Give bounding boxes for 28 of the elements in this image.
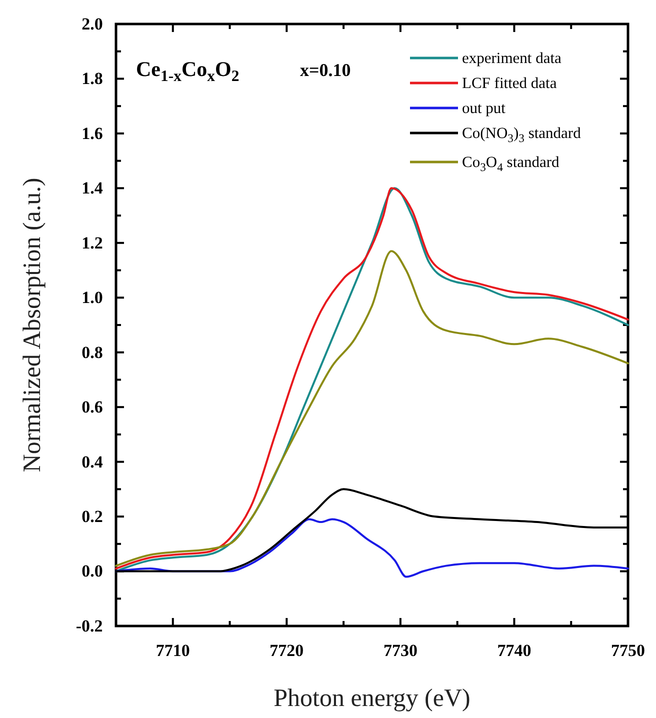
- y-tick-label: 0.0: [82, 562, 103, 581]
- x-axis-title: Photon energy (eV): [274, 685, 470, 712]
- y-tick-label: 1.4: [82, 178, 104, 198]
- y-tick-label: 2.0: [82, 14, 103, 34]
- x-tick-label: 7750: [611, 641, 645, 660]
- line-series: [115, 518, 629, 578]
- y-axis-title: Normalized Absorption (a.u.): [19, 178, 46, 472]
- y-tick-label: 1.0: [82, 288, 103, 308]
- y-tick-label: 0.4: [82, 452, 104, 472]
- legend-label: Co(NO$_{3}$)$_{3}$ standard: [462, 125, 582, 145]
- y-tick-label: 1.2: [82, 233, 103, 252]
- y-tick-label: 1.6: [82, 124, 103, 143]
- y-tick-label: -0.2: [76, 616, 103, 636]
- x-tick-label: 7730: [383, 641, 418, 660]
- y-tick-label: 1.8: [82, 69, 103, 88]
- annotation: Ce$_{1-x}$Co$_{x}$O$_{2}$: [136, 57, 240, 85]
- y-tick-label: 0.6: [82, 398, 103, 417]
- legend-label: experiment data: [462, 50, 562, 67]
- x-tick-label: 7710: [156, 641, 190, 660]
- legend-label: out put: [462, 100, 506, 117]
- legend-label: LCF fitted data: [462, 75, 557, 92]
- x-tick-label: 7720: [270, 641, 304, 660]
- x-tick-label: 7740: [497, 641, 532, 660]
- y-tick-label: 0.8: [82, 342, 103, 362]
- line-series: [115, 250, 629, 567]
- legend-label: Co$_{3}$O$_{4}$ standard: [462, 154, 560, 174]
- annotation: x=0.10: [300, 60, 351, 80]
- y-tick-label: 0.2: [82, 506, 103, 526]
